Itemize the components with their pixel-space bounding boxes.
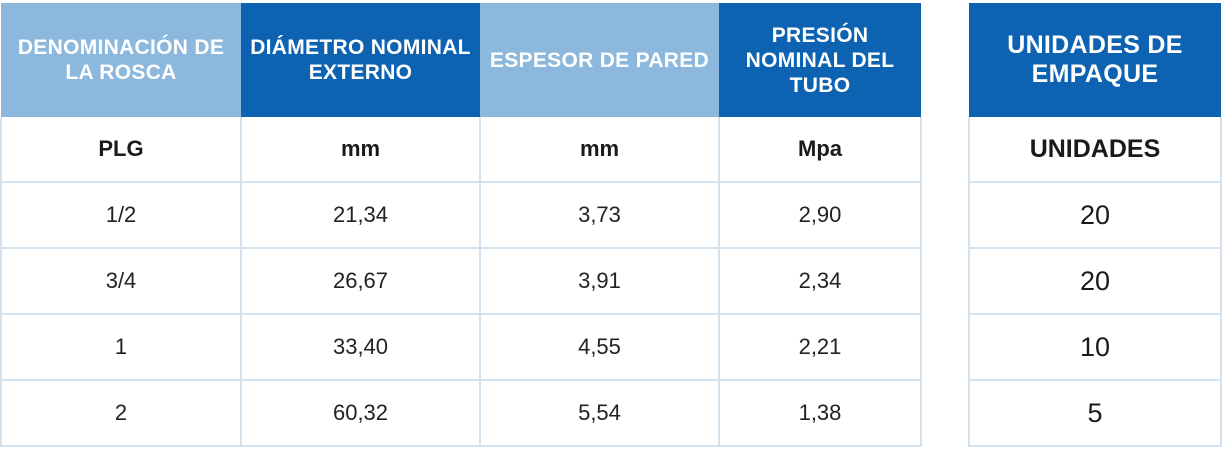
table-cell: 2,34 [719,248,922,315]
table-row: 1/2 21,34 3,73 2,90 [0,182,922,249]
table-cell: 20 [968,248,1222,315]
specs-table: DENOMINACIÓN DE LA ROSCA DIÁMETRO NOMINA… [0,3,922,447]
table-cell: 5 [968,380,1222,447]
table-cell: 3,73 [480,182,720,249]
table-cell: 1,38 [719,380,922,447]
unit-cell: UNIDADES [968,117,1222,183]
header-nominal-pressure: PRESIÓN NOMINAL DEL TUBO [719,3,921,117]
table-row: 20 [968,182,1222,249]
table-cell: 1 [0,314,242,381]
table-cell: 20 [968,182,1222,249]
unit-cell: mm [241,117,481,183]
table-row: 3/4 26,67 3,91 2,34 [0,248,922,315]
header-outer-diameter: DIÁMETRO NOMINAL EXTERNO [241,3,480,117]
header-thread-denomination: DENOMINACIÓN DE LA ROSCA [1,3,241,117]
table-row: 5 [968,380,1222,447]
units-row: UNIDADES [968,117,1222,183]
table-cell: 1/2 [0,182,242,249]
table-cell: 3,91 [480,248,720,315]
table-row: 20 [968,248,1222,315]
packaging-table: UNIDADES DE EMPAQUE UNIDADES 20 20 10 5 [968,3,1222,447]
table-cell: 2,21 [719,314,922,381]
header-row: DENOMINACIÓN DE LA ROSCA DIÁMETRO NOMINA… [1,3,921,117]
table-cell: 4,55 [480,314,720,381]
table-cell: 10 [968,314,1222,381]
table-row: 10 [968,314,1222,381]
header-packaging-units: UNIDADES DE EMPAQUE [969,3,1221,117]
table-cell: 5,54 [480,380,720,447]
unit-cell: PLG [0,117,242,183]
header-row: UNIDADES DE EMPAQUE [969,3,1221,117]
header-wall-thickness: ESPESOR DE PARED [480,3,719,117]
table-cell: 2,90 [719,182,922,249]
table-cell: 2 [0,380,242,447]
unit-cell: Mpa [719,117,922,183]
table-cell: 21,34 [241,182,481,249]
table-row: 1 33,40 4,55 2,21 [0,314,922,381]
table-cell: 26,67 [241,248,481,315]
table-cell: 33,40 [241,314,481,381]
table-row: 2 60,32 5,54 1,38 [0,380,922,447]
units-row: PLG mm mm Mpa [0,117,922,183]
unit-cell: mm [480,117,720,183]
table-cell: 60,32 [241,380,481,447]
table-cell: 3/4 [0,248,242,315]
